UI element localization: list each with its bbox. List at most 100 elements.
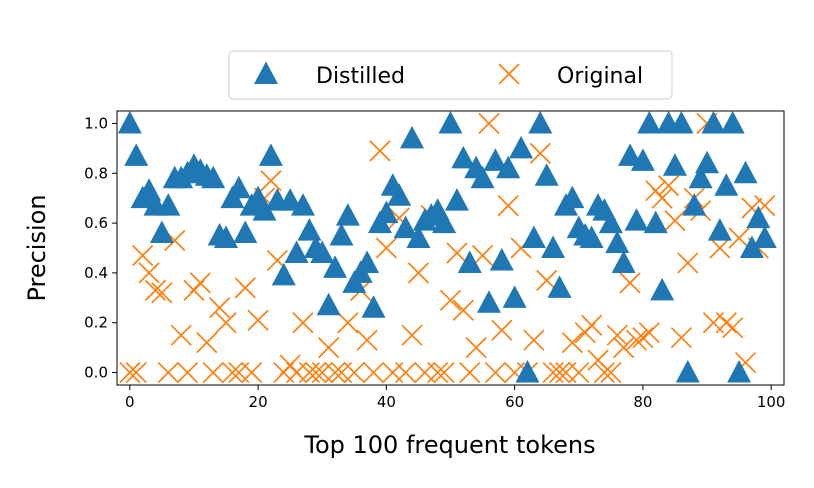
data-point-distilled bbox=[258, 143, 283, 166]
data-point-distilled bbox=[406, 225, 431, 249]
plot-area bbox=[117, 110, 777, 384]
data-point-original bbox=[580, 314, 603, 336]
data-point-original bbox=[209, 297, 231, 319]
data-point-original bbox=[337, 312, 359, 334]
legend-x-marker bbox=[498, 63, 520, 85]
axes: 0 20 40 60 80 100 0.0 0.2 0.4 0.6 0.8 1.0 bbox=[84, 110, 785, 411]
data-point-original bbox=[215, 312, 237, 334]
series-distilled bbox=[117, 110, 777, 383]
data-point-distilled bbox=[547, 275, 572, 298]
data-point-distilled bbox=[226, 175, 251, 199]
data-point-original bbox=[125, 361, 147, 384]
data-point-original bbox=[722, 317, 744, 339]
data-point-distilled bbox=[149, 220, 174, 244]
data-point-original bbox=[189, 272, 211, 294]
data-point-original bbox=[151, 282, 173, 304]
y-tick-label: 0.8 bbox=[84, 164, 108, 182]
data-point-distilled bbox=[489, 247, 514, 271]
y-tick-label: 0.2 bbox=[84, 314, 108, 332]
data-point-original bbox=[138, 262, 160, 284]
data-point-distilled bbox=[124, 143, 149, 166]
data-point-distilled bbox=[714, 173, 739, 196]
data-point-distilled bbox=[502, 285, 527, 308]
series-original bbox=[119, 112, 776, 384]
data-point-distilled bbox=[214, 225, 239, 249]
data-point-original bbox=[446, 242, 468, 264]
data-point-original bbox=[670, 327, 692, 349]
data-point-distilled bbox=[560, 185, 585, 209]
data-point-original bbox=[375, 237, 397, 259]
data-point-distilled bbox=[284, 240, 309, 263]
data-point-original bbox=[427, 361, 449, 384]
data-point-original bbox=[324, 361, 346, 384]
data-point-original bbox=[478, 112, 500, 135]
data-point-distilled bbox=[746, 205, 771, 229]
data-point-distilled bbox=[637, 110, 662, 134]
plot-frame bbox=[116, 110, 785, 386]
data-point-original bbox=[157, 361, 179, 384]
data-point-distilled bbox=[476, 290, 501, 313]
data-point-distilled bbox=[432, 210, 457, 234]
x-tick-label: 0 bbox=[125, 393, 135, 411]
data-point-original bbox=[561, 332, 583, 354]
data-point-original bbox=[613, 337, 635, 359]
y-tick-label: 0.6 bbox=[84, 214, 108, 232]
data-point-original bbox=[709, 237, 731, 259]
data-point-distilled bbox=[438, 110, 463, 134]
data-point-distilled bbox=[509, 135, 534, 159]
data-point-distilled bbox=[643, 210, 668, 234]
legend-label-distilled: Distilled bbox=[316, 64, 405, 89]
y-axis-title: Precision bbox=[23, 194, 51, 301]
data-point-original bbox=[657, 175, 680, 197]
data-point-distilled bbox=[400, 125, 425, 149]
data-point-distilled bbox=[290, 193, 315, 216]
data-point-distilled bbox=[598, 210, 623, 234]
data-point-original bbox=[625, 329, 648, 351]
data-point-original bbox=[568, 361, 590, 384]
y-tick-label: 0.0 bbox=[84, 364, 108, 382]
data-point-distilled bbox=[201, 165, 226, 189]
y-tick-label: 0.4 bbox=[84, 264, 108, 282]
data-point-original bbox=[260, 170, 282, 192]
data-point-original bbox=[606, 324, 628, 346]
data-point-original bbox=[728, 227, 750, 249]
data-point-original bbox=[439, 289, 462, 311]
data-point-distilled bbox=[310, 240, 335, 263]
data-point-original bbox=[132, 244, 154, 267]
data-point-distilled bbox=[727, 360, 752, 383]
data-point-original bbox=[497, 195, 519, 217]
data-point-distilled bbox=[720, 110, 745, 134]
data-point-original bbox=[677, 252, 699, 274]
data-point-original bbox=[401, 324, 423, 346]
data-point-distilled bbox=[316, 292, 341, 316]
data-point-original bbox=[241, 361, 263, 384]
data-point-distilled bbox=[483, 148, 508, 171]
data-point-original bbox=[176, 361, 199, 384]
data-point-original bbox=[202, 361, 224, 384]
data-point-original bbox=[292, 312, 314, 334]
legend-marker-original bbox=[498, 63, 520, 85]
legend-label-original: Original bbox=[557, 64, 643, 89]
data-point-original bbox=[356, 329, 378, 351]
data-point-distilled bbox=[650, 277, 675, 301]
data-point-distilled bbox=[669, 110, 694, 134]
data-point-original bbox=[465, 337, 487, 359]
data-point-distilled bbox=[335, 203, 360, 226]
x-tick-label: 20 bbox=[249, 393, 268, 411]
data-point-distilled bbox=[739, 235, 764, 258]
data-point-distilled bbox=[271, 262, 296, 286]
legend-frame bbox=[228, 50, 673, 100]
data-point-distilled bbox=[733, 160, 758, 184]
data-point-distilled bbox=[117, 110, 142, 134]
data-point-original bbox=[407, 262, 430, 284]
x-tick-label: 60 bbox=[505, 393, 524, 411]
data-point-original bbox=[523, 329, 545, 351]
legend: Distilled Original bbox=[228, 50, 673, 100]
data-point-original bbox=[664, 209, 686, 232]
data-point-original bbox=[491, 319, 513, 341]
data-point-original bbox=[619, 272, 641, 294]
data-point-original bbox=[318, 337, 340, 359]
y-tick-label: 1.0 bbox=[84, 114, 108, 132]
data-point-original bbox=[247, 309, 269, 331]
data-point-distilled bbox=[611, 250, 636, 273]
